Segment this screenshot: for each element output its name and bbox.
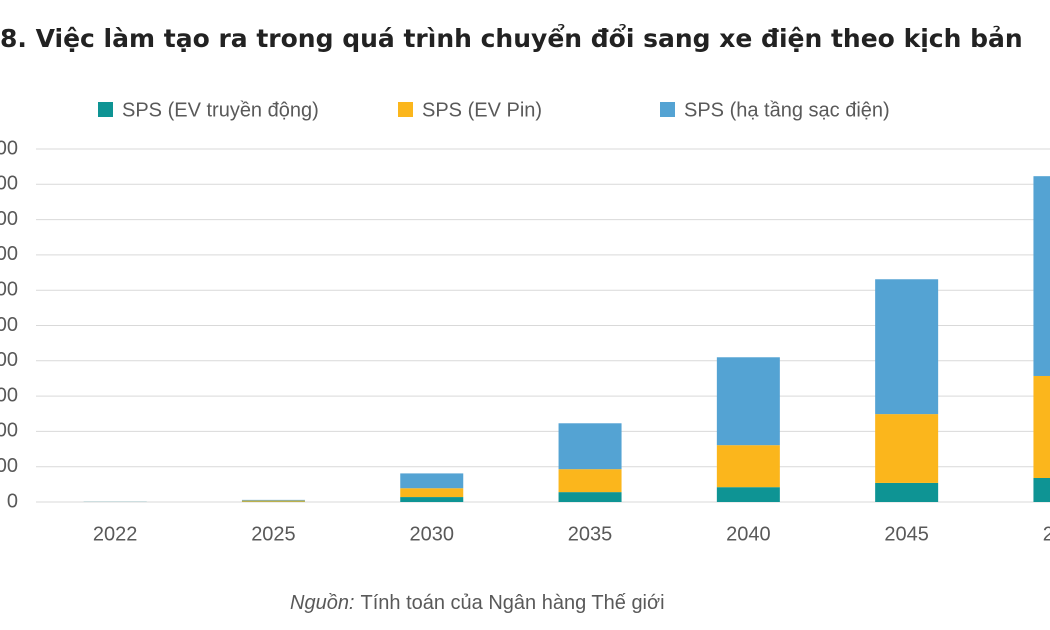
bar-segment [716, 487, 780, 502]
bar-segment [875, 279, 939, 415]
bar-segment [1033, 375, 1050, 478]
y-tick-label: 300 [0, 384, 18, 406]
y-tick-label: 0 [7, 490, 18, 512]
y-tick-label: 400 [0, 349, 18, 371]
y-tick-label: 100 [0, 455, 18, 477]
y-tick-label: 200 [0, 420, 18, 442]
chart-title: 8. Việc làm tạo ra trong quá trình chuyể… [0, 23, 1023, 53]
legend-swatch [660, 102, 675, 117]
x-tick-label: 2030 [410, 523, 455, 545]
x-tick-label: 2025 [251, 523, 296, 545]
y-tick-label: 1000 [0, 137, 18, 159]
x-tick-label: 2035 [568, 523, 613, 545]
bar-segment [875, 482, 939, 502]
bar-segment [716, 445, 780, 488]
bar-segment [400, 488, 464, 498]
legend-swatch [98, 102, 113, 117]
x-tick-label: 2045 [884, 523, 929, 545]
legend-label: SPS (hạ tầng sạc điện) [684, 99, 890, 121]
bar-segment [241, 500, 305, 502]
y-tick-label: 500 [0, 314, 18, 336]
bar-segment [241, 499, 305, 501]
bar-segment [1033, 477, 1050, 502]
bar-segment [558, 423, 622, 470]
y-tick-label: 800 [0, 208, 18, 230]
bar-segment [400, 497, 464, 502]
bar-segment [716, 357, 780, 446]
x-tick-label: 2040 [726, 523, 771, 545]
legend-swatch [398, 102, 413, 117]
y-tick-label: 900 [0, 173, 18, 195]
bar-segment [558, 469, 622, 493]
source-label: Nguồn: [290, 592, 355, 614]
bar-segment [558, 492, 622, 502]
x-tick-label: 2022 [93, 523, 138, 545]
bar-segment [400, 473, 464, 489]
legend-label: SPS (EV truyền động) [122, 99, 319, 121]
bar-segment [875, 414, 939, 483]
bar-segment [1033, 176, 1050, 376]
x-tick-label: 2050 [1043, 523, 1050, 545]
source: Nguồn: Tính toán của Ngân hàng Thế giới [290, 592, 665, 614]
y-tick-label: 600 [0, 278, 18, 300]
legend-label: SPS (EV Pin) [422, 99, 542, 121]
y-tick-label: 700 [0, 243, 18, 265]
source-text: Tính toán của Ngân hàng Thế giới [361, 592, 665, 614]
